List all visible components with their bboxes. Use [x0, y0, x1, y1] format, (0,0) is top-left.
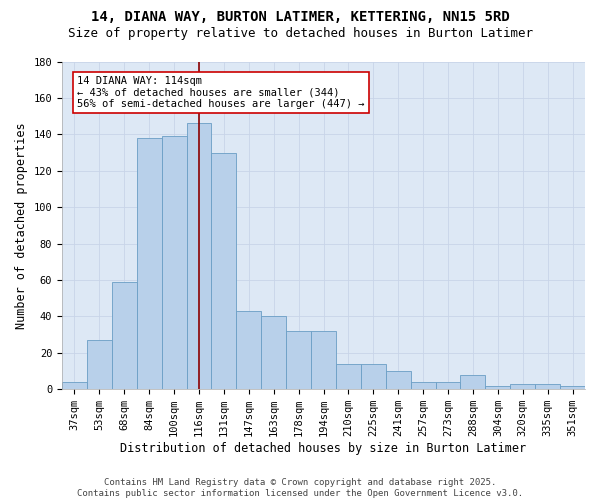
Bar — [336, 364, 361, 389]
Bar — [187, 124, 211, 389]
Bar — [485, 386, 510, 389]
Bar — [460, 374, 485, 389]
Bar — [560, 386, 585, 389]
Bar — [361, 364, 386, 389]
Text: 14, DIANA WAY, BURTON LATIMER, KETTERING, NN15 5RD: 14, DIANA WAY, BURTON LATIMER, KETTERING… — [91, 10, 509, 24]
Bar — [87, 340, 112, 389]
X-axis label: Distribution of detached houses by size in Burton Latimer: Distribution of detached houses by size … — [121, 442, 527, 455]
Y-axis label: Number of detached properties: Number of detached properties — [15, 122, 28, 328]
Bar — [261, 316, 286, 389]
Text: Contains HM Land Registry data © Crown copyright and database right 2025.
Contai: Contains HM Land Registry data © Crown c… — [77, 478, 523, 498]
Bar — [436, 382, 460, 389]
Text: 14 DIANA WAY: 114sqm
← 43% of detached houses are smaller (344)
56% of semi-deta: 14 DIANA WAY: 114sqm ← 43% of detached h… — [77, 76, 364, 110]
Bar — [137, 138, 161, 389]
Bar — [535, 384, 560, 389]
Bar — [286, 331, 311, 389]
Bar — [161, 136, 187, 389]
Bar — [410, 382, 436, 389]
Bar — [386, 371, 410, 389]
Bar — [62, 382, 87, 389]
Bar — [510, 384, 535, 389]
Bar — [211, 152, 236, 389]
Text: Size of property relative to detached houses in Burton Latimer: Size of property relative to detached ho… — [67, 28, 533, 40]
Bar — [236, 311, 261, 389]
Bar — [112, 282, 137, 389]
Bar — [311, 331, 336, 389]
